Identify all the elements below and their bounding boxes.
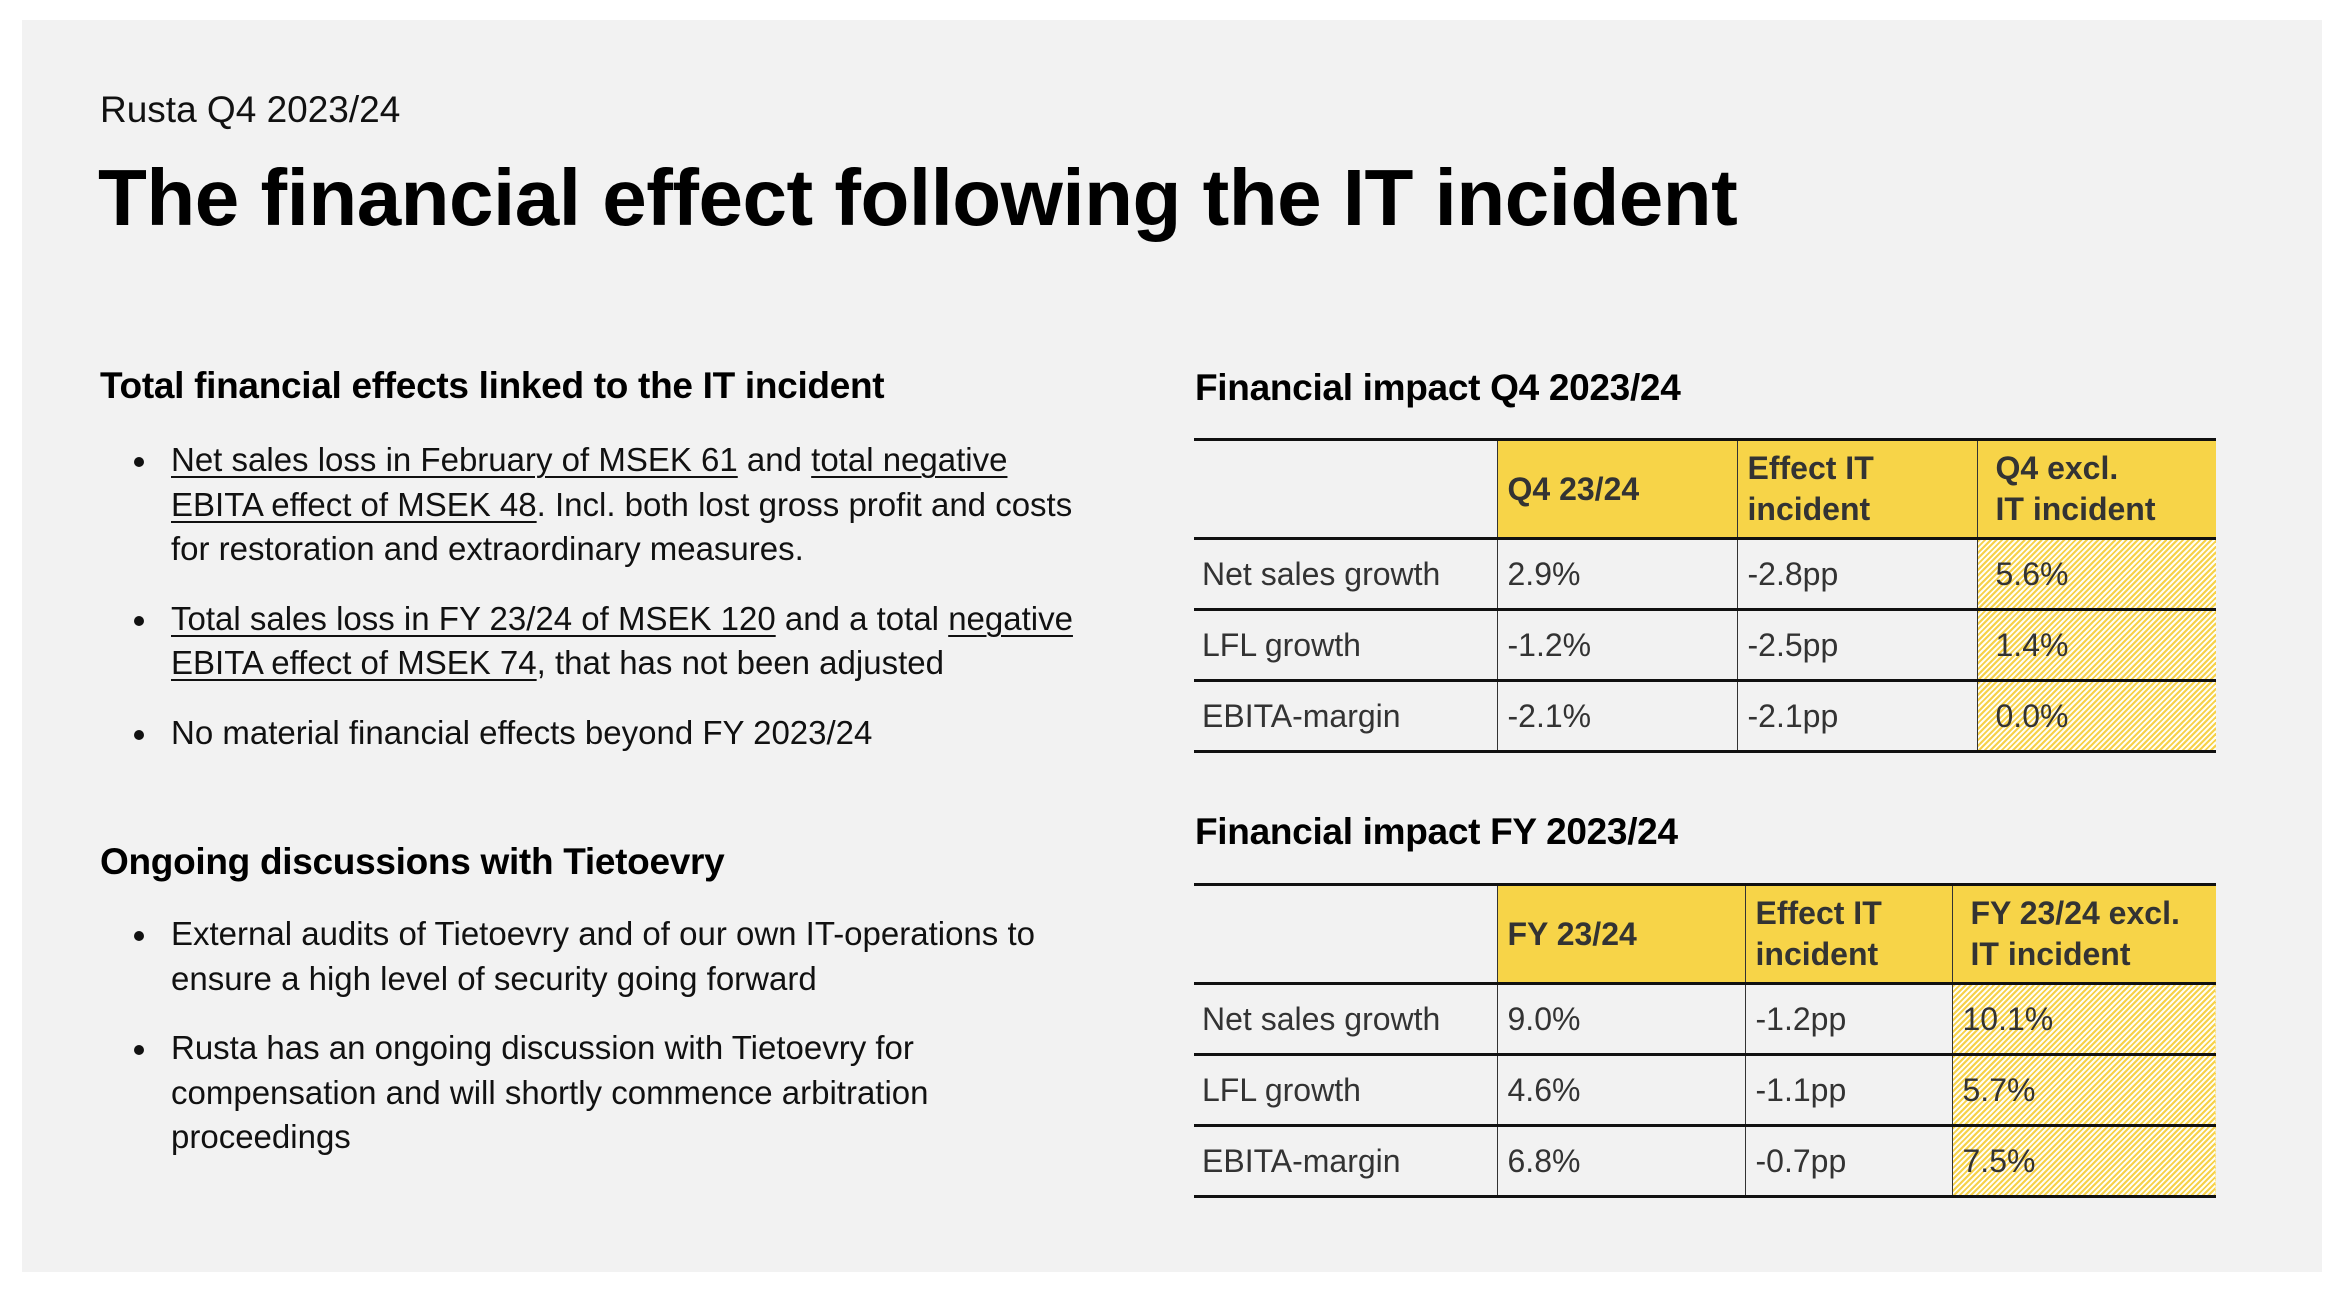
row-label: LFL growth bbox=[1202, 1071, 1361, 1108]
list-item: No material financial effects beyond FY … bbox=[100, 711, 1100, 756]
cell-value: -1.2% bbox=[1496, 609, 1737, 681]
bullet-icon bbox=[134, 1045, 144, 1055]
table-row: EBITA-margin 6.8% -0.7pp 7.5% bbox=[1194, 1125, 2216, 1197]
bullet-icon bbox=[134, 615, 144, 626]
table-header-row: FY 23/24 Effect IT incident FY 23/24 excl… bbox=[1194, 884, 2216, 984]
cell-value: 4.6% bbox=[1496, 1054, 1745, 1126]
table-row: LFL growth 4.6% -1.1pp 5.7% bbox=[1194, 1054, 2216, 1126]
bullet-icon bbox=[134, 457, 144, 467]
slide-kicker: Rusta Q4 2023/24 bbox=[100, 89, 401, 130]
list-item: Net sales loss in February of MSEK 61 an… bbox=[100, 438, 1100, 572]
header-cell: Q4 23/24 bbox=[1496, 439, 1737, 539]
text: and bbox=[737, 441, 812, 478]
cell-value-excl: 5.6% bbox=[1976, 538, 2216, 610]
ongoing-discussions-list: External audits of Tietoevry and of our … bbox=[100, 912, 1080, 1185]
cell-value: -0.7pp bbox=[1744, 1125, 1952, 1197]
cell-value-excl: 5.7% bbox=[1951, 1054, 2216, 1126]
cell-value-excl: 10.1% bbox=[1951, 983, 2216, 1055]
cell-value: -1.2pp bbox=[1744, 983, 1952, 1055]
row-label: Net sales growth bbox=[1202, 1000, 1441, 1037]
text: . Incl. both lost gross profit and costs… bbox=[171, 485, 1073, 568]
underlined-text: Total sales loss in FY 23/24 of MSEK 120 bbox=[171, 599, 776, 637]
table-heading-q4: Financial impact Q4 2023/24 bbox=[1195, 367, 1681, 408]
cell-value: -2.1pp bbox=[1736, 680, 1977, 752]
text: , that has not been adjusted bbox=[536, 644, 944, 681]
row-label: EBITA-margin bbox=[1202, 1142, 1401, 1179]
text: No material financial effects beyond FY … bbox=[171, 713, 873, 751]
table-heading-fy: Financial impact FY 2023/24 bbox=[1195, 811, 1678, 852]
underlined-text: total negative EBITA effect of MSEK 48 bbox=[171, 441, 1008, 523]
slide-title: The financial effect following the IT in… bbox=[98, 153, 1738, 242]
header-cell: FY 23/24 excl. IT incident bbox=[1951, 884, 2216, 984]
table-header-row: Q4 23/24 Effect IT incident Q4 excl. IT in… bbox=[1194, 439, 2216, 539]
header-cell: FY 23/24 bbox=[1496, 884, 1745, 984]
header-cell-empty bbox=[1194, 440, 1497, 539]
table-row: Net sales growth 9.0% -1.2pp 10.1% bbox=[1194, 983, 2216, 1055]
header-cell: Effect IT incident bbox=[1744, 884, 1952, 984]
header-cell-empty bbox=[1194, 885, 1497, 984]
table-row: Net sales growth 2.9% -2.8pp 5.6% bbox=[1194, 538, 2216, 610]
cell-value: -1.1pp bbox=[1744, 1054, 1952, 1126]
underlined-text: Net sales loss in February of MSEK 61 bbox=[171, 441, 738, 478]
cell-value: -2.8pp bbox=[1736, 538, 1977, 610]
list-item: Total sales loss in FY 23/24 of MSEK 120… bbox=[100, 597, 1100, 686]
list-item: Rusta has an ongoing discussion with Tie… bbox=[100, 1026, 1080, 1160]
row-label: EBITA-margin bbox=[1202, 697, 1401, 734]
section-heading-total-effects: Total financial effects linked to the IT… bbox=[100, 365, 885, 406]
cell-value-excl: 0.0% bbox=[1976, 680, 2216, 752]
cell-value: -2.1% bbox=[1496, 680, 1737, 752]
cell-value: 9.0% bbox=[1496, 983, 1745, 1055]
cell-value: -2.5pp bbox=[1736, 609, 1977, 681]
cell-value: 2.9% bbox=[1496, 538, 1737, 610]
bullet-icon bbox=[134, 931, 144, 941]
financial-impact-fy-table: FY 23/24 Effect IT incident FY 23/24 excl… bbox=[1194, 883, 2216, 1198]
table-row: EBITA-margin -2.1% -2.1pp 0.0% bbox=[1194, 680, 2216, 752]
text: External audits of Tietoevry and of our … bbox=[171, 915, 1035, 997]
header-cell: Effect IT incident bbox=[1736, 439, 1977, 539]
section-heading-ongoing-discussions: Ongoing discussions with Tietoevry bbox=[100, 841, 725, 882]
header-cell: Q4 excl. IT incident bbox=[1976, 439, 2216, 539]
bullet-icon bbox=[134, 729, 144, 740]
cell-value: 6.8% bbox=[1496, 1125, 1745, 1197]
list-item: External audits of Tietoevry and of our … bbox=[100, 912, 1080, 1001]
financial-impact-q4-table: Q4 23/24 Effect IT incident Q4 excl. IT in… bbox=[1194, 438, 2216, 753]
table-row: LFL growth -1.2% -2.5pp 1.4% bbox=[1194, 609, 2216, 681]
text: and a total bbox=[775, 599, 949, 637]
underlined-text: negative EBITA effect of MSEK 74 bbox=[171, 599, 1073, 682]
total-effects-list: Net sales loss in February of MSEK 61 an… bbox=[100, 438, 1100, 780]
cell-value-excl: 1.4% bbox=[1976, 609, 2216, 681]
cell-value-excl: 7.5% bbox=[1951, 1125, 2216, 1197]
text: Rusta has an ongoing discussion with Tie… bbox=[171, 1029, 929, 1155]
row-label: LFL growth bbox=[1202, 626, 1361, 663]
row-label: Net sales growth bbox=[1202, 555, 1441, 592]
